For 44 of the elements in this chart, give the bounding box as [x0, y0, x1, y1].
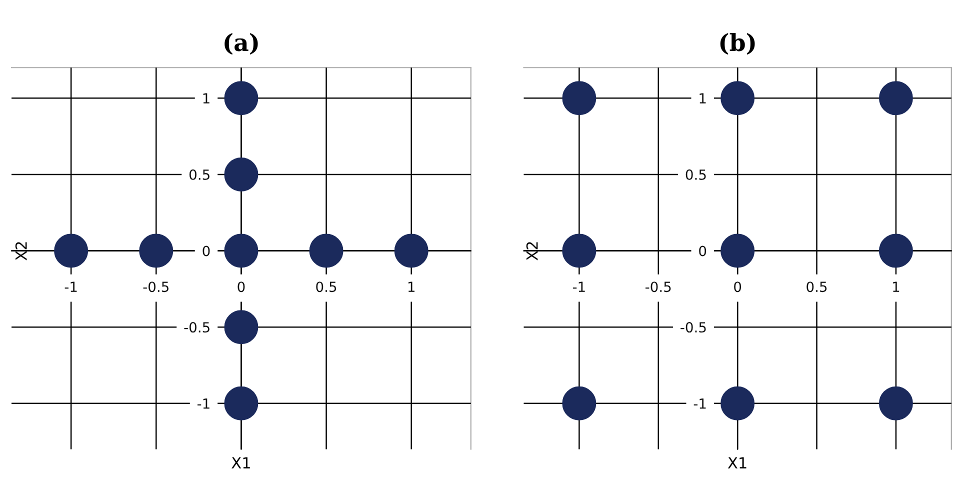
y-tick-label: 1	[203, 93, 210, 104]
point	[720, 386, 755, 420]
point	[562, 386, 596, 420]
point	[224, 157, 258, 192]
point	[309, 234, 344, 268]
chart-title: (b)	[720, 33, 755, 55]
point	[54, 234, 88, 268]
x-tick-label: 0	[238, 282, 245, 292]
y-tick-label: -1	[694, 398, 706, 409]
x-tick-label: -1	[64, 282, 77, 292]
point	[224, 310, 258, 344]
x-tick-label: -1	[572, 282, 585, 292]
y-tick-label: 0.5	[686, 169, 706, 180]
point	[224, 386, 258, 420]
point	[878, 386, 913, 420]
y-tick-label: 0	[202, 246, 210, 256]
point	[394, 234, 428, 268]
y-axis-title: X2	[15, 242, 27, 260]
chart-title: (a)	[224, 33, 258, 55]
y-tick-label: -0.5	[680, 322, 706, 333]
x-tick-label: -0.5	[646, 282, 671, 292]
point	[139, 234, 174, 268]
x-tick-label: -0.5	[143, 282, 168, 292]
x-tick-label: 0.5	[316, 282, 336, 292]
y-axis-title: X2	[526, 242, 538, 260]
x-tick-label: 0	[734, 282, 742, 292]
point	[878, 234, 913, 268]
y-tick-label: 1	[700, 93, 706, 104]
y-tick-label: 0.5	[189, 169, 210, 180]
point	[878, 81, 913, 116]
x-axis-title: X1	[232, 457, 250, 468]
point	[720, 81, 755, 116]
x-axis-title: X1	[728, 457, 746, 468]
point	[562, 234, 596, 268]
x-tick-label: 0.5	[806, 282, 827, 292]
y-tick-label: -1	[197, 398, 210, 409]
point	[562, 81, 596, 116]
point	[224, 81, 258, 116]
y-tick-label: -0.5	[184, 322, 210, 333]
x-tick-label: 1	[893, 282, 900, 292]
x-tick-label: 1	[408, 282, 414, 292]
point	[224, 234, 258, 268]
y-tick-label: 0	[699, 246, 706, 256]
point	[720, 234, 755, 268]
